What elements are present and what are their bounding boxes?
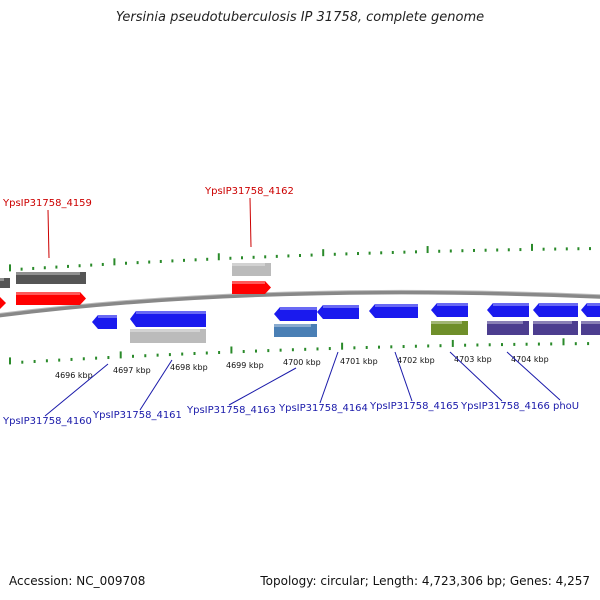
- gene-ypsip31758-4162-gray: [232, 263, 271, 276]
- reverse-gene-label: YpsIP31758_4160: [2, 416, 92, 427]
- genome-backbone-highlight: [0, 289, 600, 314]
- gene-red-edge: [0, 297, 6, 309]
- scale-label: 4701 kbp: [340, 357, 378, 366]
- forward-leader-line: [249, 197, 252, 248]
- gene-ypsip31758-4159-shine: [16, 292, 80, 295]
- scale-label: 4702 kbp: [397, 356, 435, 365]
- scale-label: 4700 kbp: [283, 358, 321, 367]
- scale-label: 4697 kbp: [113, 366, 151, 375]
- forward-gene-label: YpsIP31758_4159: [2, 198, 92, 209]
- gene-ypsip31758-4159-gray-shine: [16, 272, 80, 275]
- reverse-leader-line: [506, 351, 561, 401]
- gene-next-2-purple: [581, 321, 600, 335]
- reverse-leader-line: [44, 363, 109, 417]
- gene-ypsip31758-4165: [369, 304, 418, 318]
- reverse-leader-line: [319, 351, 339, 404]
- reverse-gene-label: YpsIP31758_4165: [369, 401, 459, 412]
- forward-gene-label: YpsIP31758_4162: [204, 186, 294, 197]
- gene-ypsip31758-4163-steel-shine: [274, 324, 311, 327]
- scale-label: 4704 kbp: [511, 355, 549, 364]
- gene-next-2-shine: [587, 303, 600, 306]
- scale-label: 4699 kbp: [226, 361, 264, 370]
- outer-tick-row: [9, 243, 591, 272]
- gene-ypsip31758-4164: [317, 305, 359, 319]
- accession-text: Accession: NC_009708: [9, 574, 146, 588]
- scale-label: 4698 kbp: [170, 363, 208, 372]
- gene-phou-shine: [493, 303, 529, 306]
- gene-ypsip31758-4161-gray: [130, 329, 206, 343]
- reverse-gene-label: phoU: [553, 401, 579, 412]
- gene-ypsip31758-4159-gray: [16, 272, 86, 284]
- gene-gray-edge-shine: [0, 278, 4, 281]
- gene-next-1-purple: [533, 321, 578, 335]
- gene-ypsip31758-4161: [130, 311, 206, 327]
- gene-next-2-purple-shine: [581, 321, 600, 324]
- scale-label: 4703 kbp: [454, 355, 492, 364]
- reverse-leader-line: [139, 359, 173, 411]
- gene-ypsip31758-4160: [92, 315, 117, 329]
- gene-ypsip31758-4164-shine: [323, 305, 359, 308]
- reverse-gene-label: YpsIP31758_4161: [92, 410, 182, 421]
- gene-phou-purple-shine: [487, 321, 523, 324]
- forward-leader-line: [47, 209, 50, 259]
- gene-ypsip31758-4160-shine: [98, 315, 117, 318]
- reverse-leader-line: [228, 367, 297, 406]
- genome-backbone: [0, 290, 600, 318]
- gene-ypsip31758-4163: [274, 307, 317, 321]
- reverse-leader-line: [449, 351, 503, 402]
- gene-ypsip31758-4162-gray-shine: [232, 263, 265, 266]
- map-title: Yersinia pseudotuberculosis IP 31758, co…: [115, 10, 485, 25]
- gene-ypsip31758-4162-shine: [232, 281, 265, 284]
- gene-ypsip31758-4159: [16, 292, 86, 305]
- gene-ypsip31758-4166: [431, 303, 468, 317]
- gene-ypsip31758-4163-shine: [280, 307, 317, 310]
- scale-label: 4696 kbp: [55, 371, 93, 380]
- reverse-gene-label: YpsIP31758_4163: [186, 405, 276, 416]
- gene-ypsip31758-4161-shine: [136, 311, 206, 314]
- gene-ypsip31758-4165-shine: [375, 304, 418, 307]
- gene-next-1: [533, 303, 578, 317]
- gene-next-2: [581, 303, 600, 317]
- inner-tick-row: [9, 338, 590, 365]
- topology-text: Topology: circular; Length: 4,723,306 bp…: [260, 574, 590, 588]
- gene-next-1-purple-shine: [533, 321, 572, 324]
- gene-ypsip31758-4161-gray-shine: [130, 329, 200, 332]
- gene-next-1-shine: [539, 303, 578, 306]
- gene-ypsip31758-4166-olive: [431, 321, 468, 335]
- gene-phou: [487, 303, 529, 317]
- gene-ypsip31758-4166-shine: [437, 303, 468, 306]
- gene-gray-edge: [0, 278, 10, 288]
- gene-ypsip31758-4166-olive-shine: [431, 321, 462, 324]
- gene-ypsip31758-4163-steel: [274, 324, 317, 337]
- reverse-leader-line: [394, 351, 413, 402]
- gene-ypsip31758-4162: [232, 281, 271, 294]
- gene-phou-purple: [487, 321, 529, 335]
- reverse-gene-label: YpsIP31758_4164: [278, 403, 368, 414]
- reverse-gene-label: YpsIP31758_4166: [460, 401, 550, 412]
